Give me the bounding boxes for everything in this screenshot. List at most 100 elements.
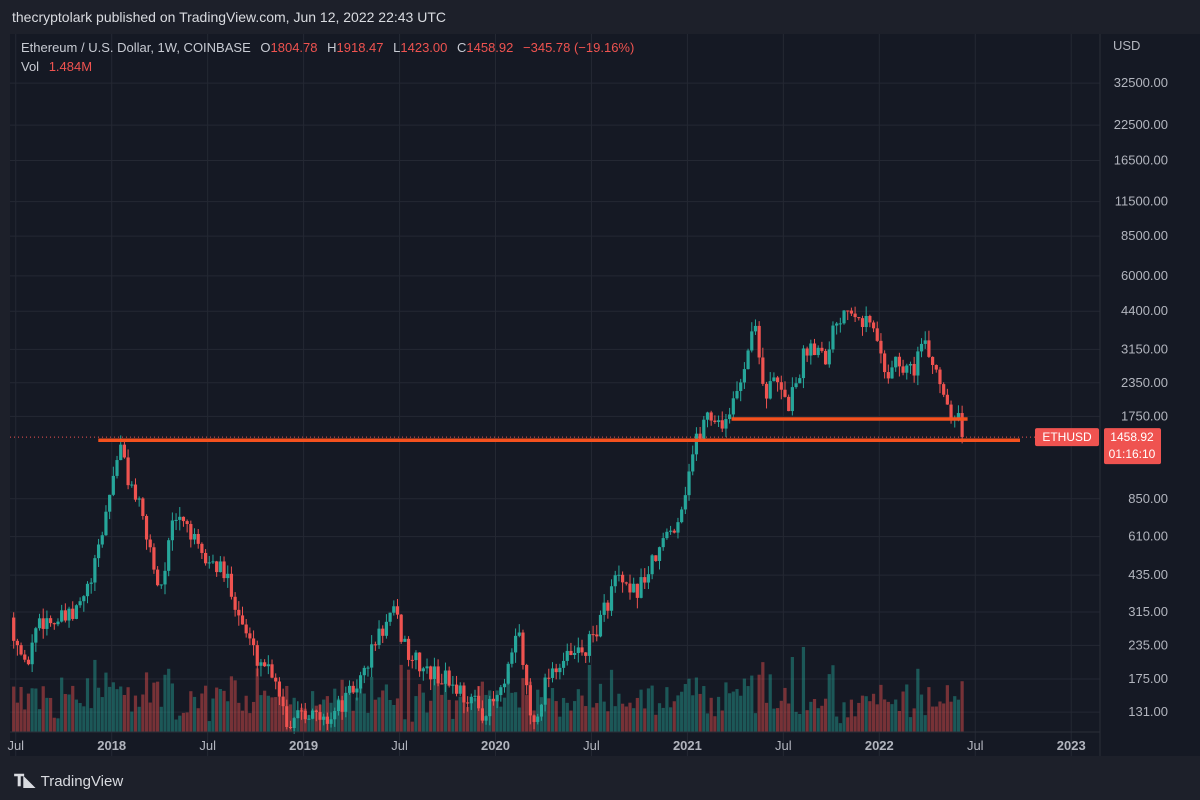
- candle-body: [211, 561, 215, 563]
- volume-bar: [141, 694, 145, 732]
- volume-bar: [949, 701, 953, 732]
- candle-body: [37, 618, 42, 629]
- high-value: 1918.47: [336, 40, 384, 55]
- volume-bar: [624, 706, 628, 732]
- volume-bar: [650, 685, 654, 732]
- candle-body: [621, 574, 625, 583]
- volume-bar: [85, 678, 90, 732]
- candle-body: [739, 382, 743, 392]
- volume-bar: [908, 717, 913, 732]
- candle-body: [178, 516, 182, 520]
- volume-bar: [362, 693, 366, 732]
- y-tick-label: 6000.00: [1121, 268, 1168, 283]
- candle-body: [259, 662, 263, 666]
- y-tick-label: 315.00: [1128, 604, 1168, 619]
- volume-bar: [74, 699, 79, 732]
- candle-body: [842, 310, 846, 324]
- volume-bar: [200, 693, 204, 732]
- volume-bar: [137, 706, 141, 732]
- candle-body: [418, 652, 422, 672]
- volume-bar: [905, 684, 909, 732]
- candle-body: [532, 715, 536, 722]
- candle-body: [314, 710, 318, 712]
- candle-body: [831, 325, 835, 350]
- candle-body: [451, 684, 455, 686]
- volume-bar: [229, 676, 234, 732]
- brand-name[interactable]: TradingView: [40, 772, 124, 790]
- volume-bar: [410, 721, 414, 732]
- candle-body: [506, 663, 510, 684]
- candle-body: [864, 315, 868, 328]
- candle-body: [41, 618, 45, 629]
- candle-body: [801, 348, 806, 379]
- volume-bar: [274, 697, 278, 732]
- chart-pane[interactable]: [10, 34, 1100, 756]
- y-tick-label: 131.00: [1128, 704, 1168, 719]
- x-tick-label: Jul: [199, 738, 216, 753]
- candle-body: [790, 387, 794, 412]
- volume-bar: [698, 693, 702, 732]
- volume-bar: [167, 668, 171, 732]
- volume-bar: [226, 701, 230, 732]
- candle-body: [122, 444, 127, 458]
- candle-body: [477, 695, 481, 709]
- candle-body: [835, 323, 839, 326]
- volume-bar: [421, 692, 425, 732]
- candle-body: [340, 700, 344, 712]
- candle-body: [447, 670, 451, 686]
- candle-body: [705, 412, 710, 420]
- price-scale[interactable]: [1100, 34, 1200, 756]
- volume-bar: [277, 685, 282, 732]
- volume-bar: [447, 699, 451, 732]
- candle-body: [167, 540, 171, 571]
- volume-bar: [742, 678, 746, 732]
- candle-body: [624, 582, 628, 584]
- grid-lines: [10, 34, 1100, 756]
- y-tick-label: 850.00: [1128, 491, 1168, 506]
- candle-body: [617, 574, 621, 576]
- candle-body: [820, 347, 824, 351]
- candle-body: [609, 586, 614, 611]
- candle-body: [163, 570, 167, 585]
- candle-body: [602, 602, 606, 615]
- candle-body: [857, 317, 861, 319]
- volume-bar: [635, 697, 639, 732]
- symbol-title[interactable]: Ethereum / U.S. Dollar, 1W, COINBASE: [21, 40, 251, 55]
- close-value: 1458.92: [466, 40, 514, 55]
- volume-bar: [536, 689, 540, 732]
- candle-body: [270, 664, 274, 678]
- volume-bar: [654, 714, 658, 732]
- candle-body: [436, 666, 440, 684]
- candle-body: [384, 621, 389, 636]
- volume-bar: [211, 698, 215, 732]
- y-tick-label: 4400.00: [1121, 303, 1168, 318]
- candle-body: [536, 716, 540, 722]
- candle-body: [650, 555, 654, 575]
- volume-bar: [233, 680, 237, 732]
- candle-body: [19, 645, 23, 655]
- candle-body: [60, 610, 64, 622]
- volume-bar: [816, 708, 820, 732]
- support-lines[interactable]: [10, 417, 1100, 442]
- volume-bar: [790, 657, 794, 732]
- candle-body: [285, 706, 289, 727]
- candle-body: [495, 695, 499, 702]
- candle-body: [635, 583, 639, 598]
- volume-bar: [883, 699, 887, 732]
- candle-body: [130, 484, 134, 486]
- tradingview-logo-icon[interactable]: 𝐓◣: [14, 773, 36, 790]
- candle-body: [229, 573, 234, 597]
- candle-body: [927, 340, 931, 357]
- volume-bar: [680, 691, 684, 732]
- candle-body: [366, 667, 370, 669]
- candle-body: [432, 666, 436, 680]
- candle-body: [185, 521, 189, 525]
- volume-bar: [163, 674, 167, 732]
- candle-body: [676, 522, 680, 533]
- candle-body: [303, 710, 307, 720]
- candle-body: [643, 577, 647, 583]
- candle-body: [894, 356, 898, 368]
- candle-body: [403, 638, 407, 642]
- y-tick-label: 1750.00: [1121, 408, 1168, 423]
